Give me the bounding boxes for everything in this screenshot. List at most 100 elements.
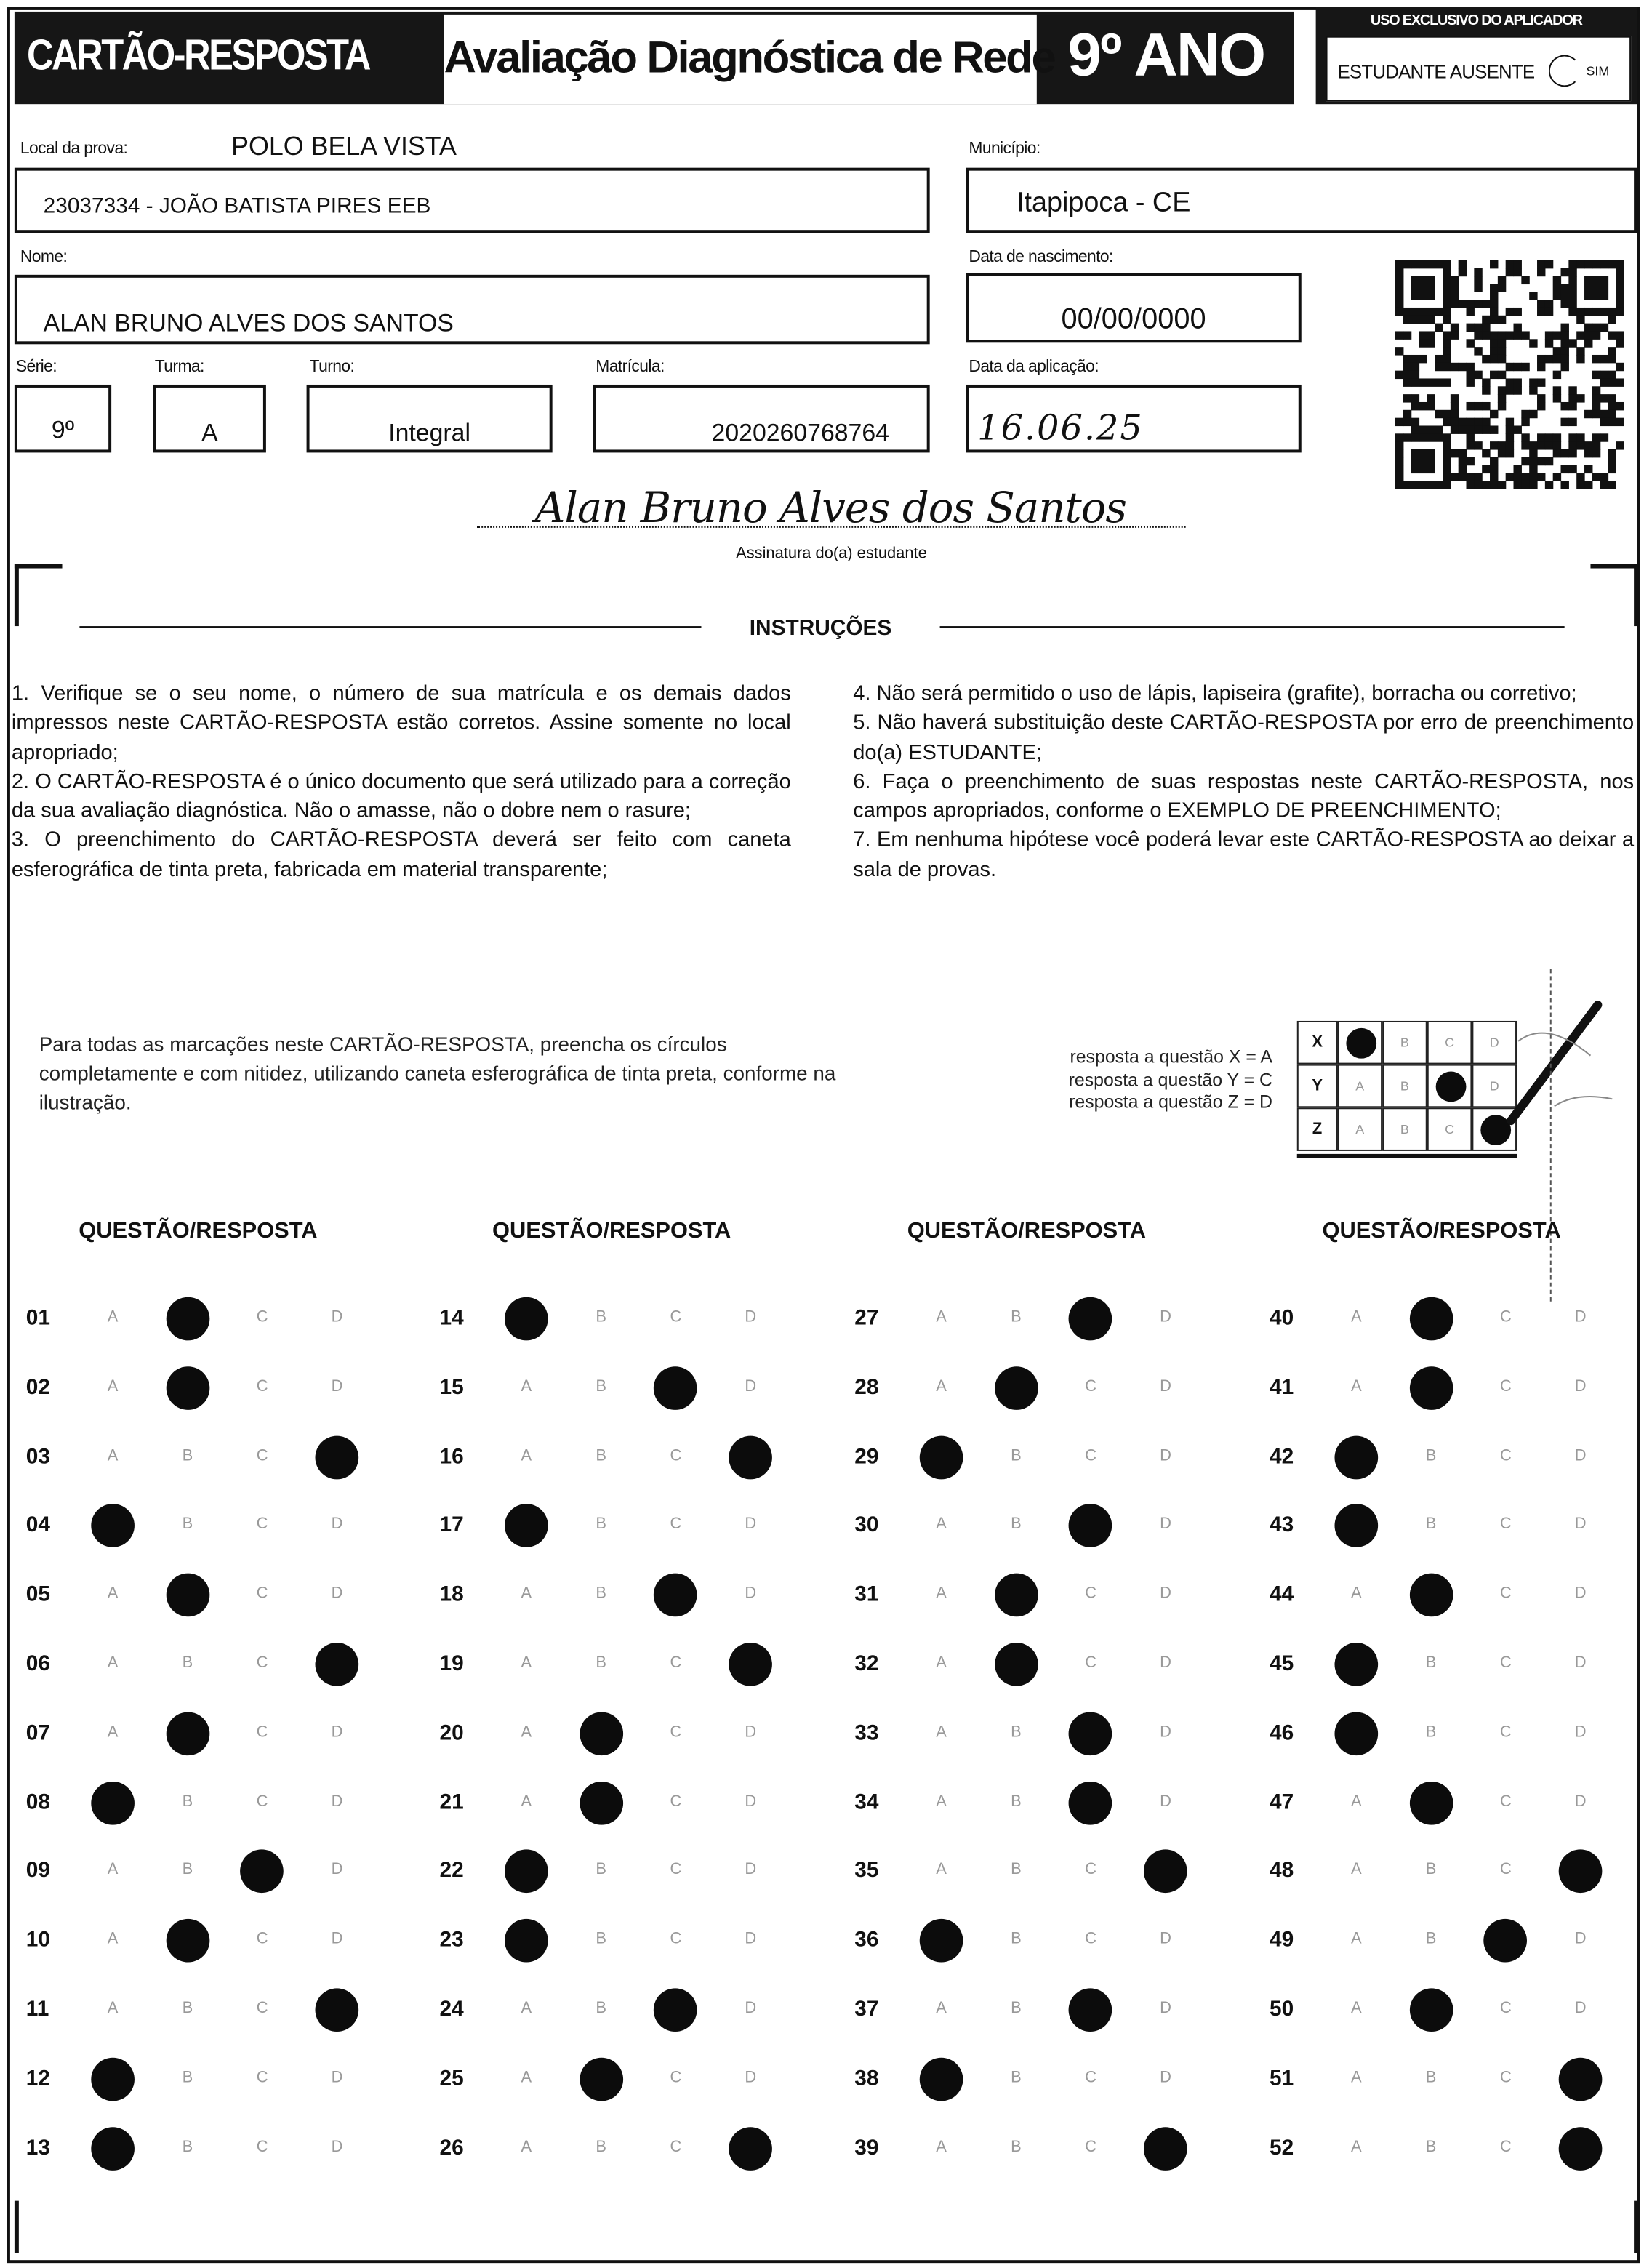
- option-bubble-a[interactable]: A: [521, 1654, 532, 1672]
- option-bubble-a[interactable]: A: [521, 1792, 532, 1810]
- option-bubble-a[interactable]: A: [107, 1446, 119, 1464]
- option-bubble-c[interactable]: C: [256, 2069, 268, 2087]
- option-bubble-d[interactable]: D: [745, 1931, 757, 1949]
- option-bubble-d[interactable]: D: [331, 1308, 343, 1326]
- option-bubble-b[interactable]: B: [596, 1584, 606, 1603]
- option-bubble-a[interactable]: A: [1351, 1377, 1362, 1395]
- option-bubble-a[interactable]: A: [936, 1723, 947, 1741]
- filled-bubble-d[interactable]: [1144, 1850, 1187, 1894]
- option-bubble-b[interactable]: B: [182, 1654, 193, 1672]
- option-bubble-d[interactable]: D: [1574, 2000, 1587, 2018]
- filled-bubble-a[interactable]: [1334, 1504, 1379, 1548]
- filled-bubble-a[interactable]: [505, 1297, 548, 1341]
- filled-bubble-b[interactable]: [166, 1712, 209, 1755]
- option-bubble-d[interactable]: D: [331, 1584, 343, 1603]
- option-bubble-d[interactable]: D: [1574, 1723, 1587, 1741]
- option-bubble-c[interactable]: C: [1499, 1308, 1512, 1326]
- option-bubble-b[interactable]: B: [182, 2069, 193, 2087]
- option-bubble-d[interactable]: D: [745, 1723, 757, 1741]
- option-bubble-c[interactable]: C: [670, 1515, 682, 1534]
- filled-bubble-b[interactable]: [166, 1297, 209, 1341]
- option-bubble-d[interactable]: D: [1574, 1931, 1587, 1949]
- filled-bubble-d[interactable]: [1558, 2126, 1603, 2171]
- option-bubble-c[interactable]: C: [256, 2000, 268, 2018]
- filled-bubble-d[interactable]: [1558, 1850, 1603, 1894]
- filled-bubble-a[interactable]: [91, 2126, 135, 2171]
- option-bubble-b[interactable]: B: [1011, 1862, 1022, 1879]
- filled-bubble-d[interactable]: [315, 1435, 359, 1479]
- option-bubble-c[interactable]: C: [256, 1723, 268, 1741]
- option-bubble-b[interactable]: B: [596, 2138, 606, 2156]
- option-bubble-c[interactable]: C: [1499, 2000, 1512, 2018]
- filled-bubble-b[interactable]: [994, 1573, 1038, 1617]
- option-bubble-c[interactable]: C: [1085, 1377, 1097, 1395]
- option-bubble-a[interactable]: A: [936, 2138, 947, 2156]
- option-bubble-b[interactable]: B: [1425, 1654, 1437, 1672]
- option-bubble-b[interactable]: B: [1011, 2138, 1022, 2156]
- option-bubble-b[interactable]: B: [182, 1862, 193, 1879]
- option-bubble-d[interactable]: D: [1160, 1654, 1171, 1672]
- filled-bubble-b[interactable]: [1409, 1573, 1453, 1617]
- option-bubble-d[interactable]: D: [1160, 1446, 1171, 1464]
- filled-bubble-a[interactable]: [91, 1781, 135, 1824]
- option-bubble-a[interactable]: A: [107, 1723, 119, 1741]
- option-bubble-c[interactable]: C: [256, 1515, 268, 1534]
- filled-bubble-c[interactable]: [1069, 1297, 1113, 1341]
- filled-bubble-c[interactable]: [654, 1366, 698, 1410]
- option-bubble-d[interactable]: D: [1160, 1515, 1171, 1534]
- option-bubble-a[interactable]: A: [107, 1308, 119, 1326]
- option-bubble-d[interactable]: D: [1574, 1515, 1587, 1534]
- option-bubble-b[interactable]: B: [596, 1446, 606, 1464]
- filled-bubble-b[interactable]: [579, 1781, 623, 1824]
- option-bubble-c[interactable]: C: [1499, 1584, 1512, 1603]
- option-bubble-b[interactable]: B: [1011, 1515, 1022, 1534]
- option-bubble-c[interactable]: C: [670, 1792, 682, 1810]
- option-bubble-c[interactable]: C: [256, 1654, 268, 1672]
- option-bubble-d[interactable]: D: [745, 1584, 757, 1603]
- option-bubble-b[interactable]: B: [1425, 2138, 1437, 2156]
- filled-bubble-a[interactable]: [91, 1504, 135, 1548]
- filled-bubble-c[interactable]: [654, 1573, 698, 1617]
- option-bubble-d[interactable]: D: [745, 2069, 757, 2087]
- option-bubble-d[interactable]: D: [1574, 1446, 1587, 1464]
- option-bubble-c[interactable]: C: [256, 1446, 268, 1464]
- option-bubble-a[interactable]: A: [521, 1446, 532, 1464]
- option-bubble-a[interactable]: A: [936, 1792, 947, 1810]
- option-bubble-d[interactable]: D: [745, 1792, 757, 1810]
- option-bubble-c[interactable]: C: [1499, 2069, 1512, 2087]
- option-bubble-c[interactable]: C: [256, 2138, 268, 2156]
- option-bubble-c[interactable]: C: [670, 1862, 682, 1879]
- option-bubble-c[interactable]: C: [1499, 1862, 1512, 1879]
- option-bubble-c[interactable]: C: [1085, 2138, 1097, 2156]
- option-bubble-c[interactable]: C: [256, 1584, 268, 1603]
- option-bubble-d[interactable]: D: [1574, 1377, 1587, 1395]
- option-bubble-a[interactable]: A: [107, 1862, 119, 1879]
- option-bubble-b[interactable]: B: [1425, 1723, 1437, 1741]
- option-bubble-b[interactable]: B: [596, 1308, 606, 1326]
- option-bubble-c[interactable]: C: [1085, 1654, 1097, 1672]
- option-bubble-d[interactable]: D: [1574, 1584, 1587, 1603]
- option-bubble-d[interactable]: D: [331, 2138, 343, 2156]
- option-bubble-d[interactable]: D: [1160, 1308, 1171, 1326]
- option-bubble-b[interactable]: B: [1425, 2069, 1437, 2087]
- filled-bubble-b[interactable]: [166, 1919, 209, 1963]
- option-bubble-a[interactable]: A: [521, 1584, 532, 1603]
- option-bubble-c[interactable]: C: [1499, 2138, 1512, 2156]
- filled-bubble-b[interactable]: [166, 1366, 209, 1410]
- option-bubble-c[interactable]: C: [670, 2138, 682, 2156]
- option-bubble-c[interactable]: C: [1499, 1792, 1512, 1810]
- option-bubble-c[interactable]: C: [1499, 1723, 1512, 1741]
- absent-bubble[interactable]: [1548, 55, 1581, 87]
- option-bubble-a[interactable]: A: [936, 1584, 947, 1603]
- option-bubble-a[interactable]: A: [107, 1584, 119, 1603]
- option-bubble-c[interactable]: C: [1499, 1515, 1512, 1534]
- option-bubble-d[interactable]: D: [1574, 1308, 1587, 1326]
- option-bubble-a[interactable]: A: [936, 1308, 947, 1326]
- option-bubble-d[interactable]: D: [1574, 1654, 1587, 1672]
- option-bubble-b[interactable]: B: [1425, 1862, 1437, 1879]
- option-bubble-b[interactable]: B: [596, 2000, 606, 2018]
- option-bubble-b[interactable]: B: [1011, 1308, 1022, 1326]
- filled-bubble-c[interactable]: [1484, 1919, 1528, 1963]
- option-bubble-a[interactable]: A: [936, 1377, 947, 1395]
- option-bubble-c[interactable]: C: [670, 1308, 682, 1326]
